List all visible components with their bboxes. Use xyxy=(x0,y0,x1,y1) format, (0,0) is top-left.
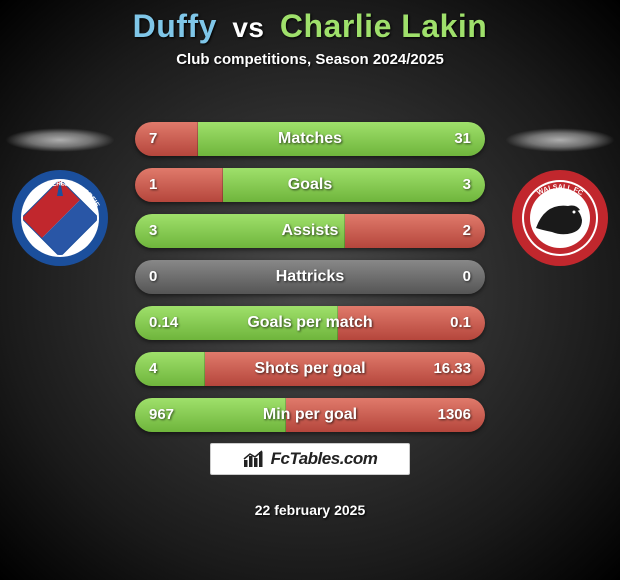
brand-text: FcTables.com xyxy=(271,449,378,469)
stat-value-right: 1306 xyxy=(438,398,471,432)
stats-list: Matches731Goals13Assists32Hattricks00Goa… xyxy=(135,122,485,444)
stat-value-right: 16.33 xyxy=(433,352,471,386)
chesterfield-crest-icon: CHESTERFIELD FC CHESTERFIELD FC xyxy=(10,168,110,268)
brand-badge[interactable]: FcTables.com xyxy=(210,443,410,475)
crest-shadow-right xyxy=(505,128,615,152)
stat-row: Assists3 2 xyxy=(135,214,485,248)
subtitle: Club competitions, Season 2024/2025 xyxy=(0,51,620,68)
stat-label: Assists xyxy=(135,214,485,248)
stat-value-left: 7 xyxy=(149,122,157,156)
crest-shadow-left xyxy=(5,128,115,152)
stat-value-left: 0 xyxy=(149,260,157,294)
stat-row: Goals per match0.14 0.1 xyxy=(135,306,485,340)
player1-name: Duffy xyxy=(133,8,217,44)
stat-value-right: 31 xyxy=(454,122,471,156)
stat-value-left: 4 xyxy=(149,352,157,386)
stat-row: Min per goal967 1306 xyxy=(135,398,485,432)
stat-label: Matches xyxy=(135,122,485,156)
stat-label: Min per goal xyxy=(135,398,485,432)
stat-value-left: 967 xyxy=(149,398,174,432)
stat-value-left: 1 xyxy=(149,168,157,202)
comparison-card: Duffy vs Charlie Lakin Club competitions… xyxy=(0,0,620,580)
bar-chart-icon xyxy=(243,450,265,468)
date-label: 22 february 2025 xyxy=(0,502,620,518)
stat-value-right: 0.1 xyxy=(450,306,471,340)
stat-value-right: 0 xyxy=(463,260,471,294)
club-crest-right: WALSALL FC xyxy=(510,168,610,268)
stat-label: Goals per match xyxy=(135,306,485,340)
player2-name: Charlie Lakin xyxy=(280,8,487,44)
stat-label: Hattricks xyxy=(135,260,485,294)
stat-row: Shots per goal416.33 xyxy=(135,352,485,386)
stat-label: Goals xyxy=(135,168,485,202)
stat-row: Hattricks0 0 xyxy=(135,260,485,294)
stat-value-right: 2 xyxy=(463,214,471,248)
stat-value-left: 0.14 xyxy=(149,306,178,340)
club-crest-left: CHESTERFIELD FC CHESTERFIELD FC xyxy=(10,168,110,268)
stat-row: Matches7 31 xyxy=(135,122,485,156)
vs-label: vs xyxy=(232,12,264,43)
stat-row: Goals1 3 xyxy=(135,168,485,202)
stat-value-right: 3 xyxy=(463,168,471,202)
walsall-crest-icon: WALSALL FC xyxy=(510,168,610,268)
stat-value-left: 3 xyxy=(149,214,157,248)
page-title: Duffy vs Charlie Lakin xyxy=(0,0,620,45)
